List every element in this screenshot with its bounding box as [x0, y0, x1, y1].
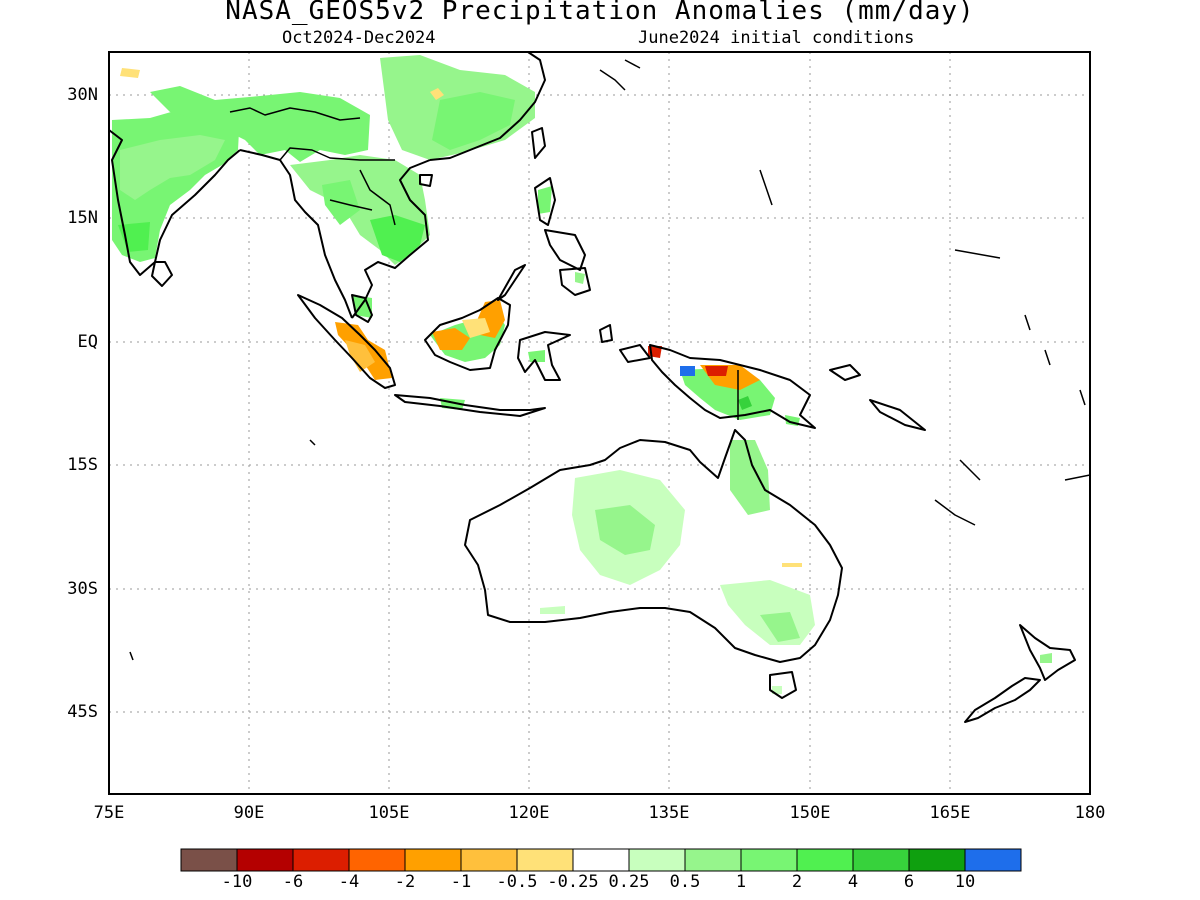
colorbar-swatch: [796, 848, 854, 872]
lat-label-15s: 15S: [67, 455, 98, 475]
coast-china: [429, 52, 546, 161]
coast-nz-south: [964, 677, 1041, 723]
lon-label-75e: 75E: [93, 803, 125, 823]
map-title: NASA_GEOS5v2 Precipitation Anomalies (mm…: [225, 0, 975, 26]
initial-conditions: June2024 initial conditions: [638, 28, 915, 48]
anomaly-sulawesi: [528, 350, 545, 362]
colorbar-label: -4: [338, 872, 360, 892]
coast-luzon: [534, 177, 556, 226]
colorbar-label: 0.5: [669, 872, 701, 892]
colorbar-swatch: [684, 848, 742, 872]
anomaly-china-strong: [432, 92, 515, 150]
forecast-period: Oct2024-Dec2024: [282, 28, 436, 48]
anomaly-aus-ne: [730, 440, 770, 515]
anomaly-borneo-orange: [432, 328, 470, 350]
coast-borneo: [424, 297, 511, 371]
anomaly-aus-central-2: [595, 505, 655, 555]
coastlines: [109, 52, 1090, 723]
coast-hainan: [419, 174, 433, 187]
anomaly-ng-dark: [738, 396, 752, 410]
coast-nz-north: [1019, 624, 1076, 681]
colorbar-swatch: [404, 848, 462, 872]
lon-label-165e: 165E: [929, 803, 971, 823]
lat-label-30n: 30N: [67, 85, 98, 105]
coast-bengal: [239, 149, 353, 319]
coast-java: [394, 394, 546, 417]
colorbar-swatch: [236, 848, 294, 872]
coast-moluccas: [599, 324, 651, 363]
anomaly-aus-dot: [782, 563, 802, 567]
border-lines: [229, 107, 396, 226]
colorbar-swatch: [628, 848, 686, 872]
colorbar-label: -2: [394, 872, 416, 892]
coast-srilanka: [151, 261, 173, 287]
lat-label-30s: 30S: [67, 579, 98, 599]
map-frame: [108, 51, 1091, 795]
anomaly-nz: [1040, 653, 1052, 663]
colorbar-label: 0.25: [608, 872, 650, 892]
lon-label-135e: 135E: [648, 803, 690, 823]
coast-newbritain: [829, 364, 926, 431]
lon-label-180: 180: [1074, 803, 1106, 823]
coast-tasmania: [769, 671, 797, 699]
anomaly-ng-red2: [705, 366, 728, 376]
colorbar-swatch: [516, 848, 574, 872]
colorbar-swatch: [572, 848, 630, 872]
anomaly-sumatra-yellow: [345, 340, 375, 372]
coast-malaya: [351, 294, 373, 323]
colorbar-label: 2: [791, 872, 803, 892]
colorbar-swatch: [964, 848, 1022, 872]
colorbar-label: -6: [282, 872, 304, 892]
lat-label-45s: 45S: [67, 702, 98, 722]
colorbar-swatch: [908, 848, 966, 872]
lon-label-90e: 90E: [233, 803, 265, 823]
colorbar-swatch: [740, 848, 798, 872]
map-background: [109, 52, 1090, 794]
anomaly-luzon: [538, 186, 552, 214]
lon-label-120e: 120E: [508, 803, 550, 823]
lat-label-15n: 15N: [67, 208, 98, 228]
colorbar: [180, 848, 1022, 872]
colorbar-swatch: [460, 848, 518, 872]
anomaly-shading: [112, 55, 1052, 694]
colorbar-swatch: [852, 848, 910, 872]
colorbar-label: -10: [221, 872, 253, 892]
colorbar-label: 6: [903, 872, 915, 892]
lon-label-105e: 105E: [368, 803, 410, 823]
anomaly-mindanao: [575, 272, 585, 284]
lon-label-150e: 150E: [789, 803, 831, 823]
anomaly-nw-yellow: [120, 68, 140, 78]
coast-palawan: [497, 264, 526, 301]
coast-australia: [464, 429, 843, 663]
anomaly-ng-blue: [680, 366, 695, 376]
anomaly-indochina-strong: [370, 215, 425, 262]
coast-sumatra: [297, 294, 396, 389]
colorbar-swatch: [348, 848, 406, 872]
colorbar-label: -0.25: [547, 872, 599, 892]
colorbar-label: 4: [847, 872, 859, 892]
colorbar-swatch: [180, 848, 238, 872]
anomaly-china-dot: [430, 88, 444, 100]
colorbar-label: -1: [450, 872, 472, 892]
coast-indochina: [351, 159, 431, 319]
lat-label-eq: EQ: [77, 332, 98, 352]
anomaly-aus-sw: [540, 606, 565, 614]
coast-sulawesi: [517, 331, 571, 381]
colorbar-label: -0.5: [496, 872, 538, 892]
anomaly-borneo-yellow: [462, 318, 490, 338]
coast-visayas: [544, 229, 586, 271]
colorbar-label: 1: [735, 872, 747, 892]
coast-newguinea: [649, 344, 816, 429]
coast-islands: [129, 59, 1090, 661]
coast-mindanao: [559, 267, 591, 296]
anomaly-india-strong: [120, 135, 225, 200]
anomaly-tibet: [150, 86, 370, 162]
coast-taiwan: [531, 127, 546, 159]
colorbar-swatch: [292, 848, 350, 872]
anomaly-aus-east-2: [760, 612, 800, 642]
colorbar-label: 10: [954, 872, 976, 892]
coast-india: [109, 129, 241, 276]
